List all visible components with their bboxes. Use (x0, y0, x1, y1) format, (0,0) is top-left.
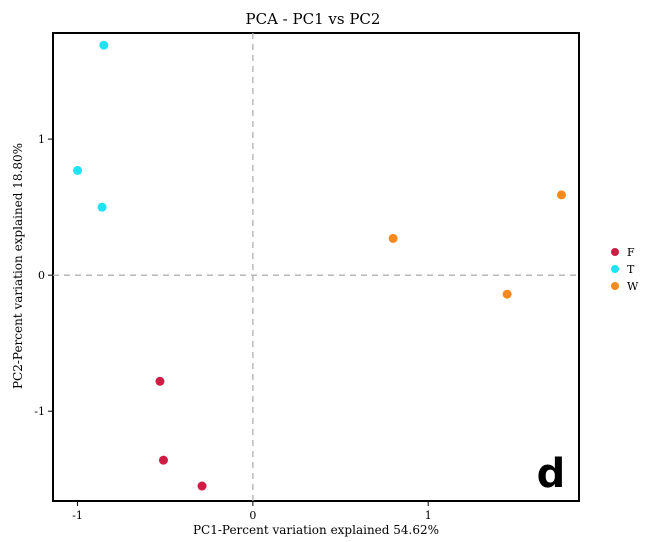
data-point-f (197, 481, 207, 491)
legend-label-t: T (627, 263, 635, 276)
axis-ticks: -1 0 1 -1 0 1 (34, 133, 431, 522)
x-tick-label: -1 (72, 509, 83, 522)
data-point-w (388, 233, 398, 243)
x-tick-label: 1 (425, 509, 432, 522)
data-point-t (99, 40, 109, 50)
y-axis-label: PC2-Percent variation explained 18.80% (11, 143, 25, 389)
legend-marker-t (611, 265, 619, 273)
x-axis-label: PC1-Percent variation explained 54.62% (193, 523, 439, 537)
y-tick-label: -1 (34, 405, 45, 418)
legend-marker-w (611, 282, 619, 290)
legend: FTW (611, 246, 639, 293)
reference-lines (53, 33, 579, 501)
panel-label: d (537, 451, 566, 497)
plot-frame (52, 32, 580, 502)
y-tick-label: 0 (38, 269, 45, 282)
legend-label-w: W (627, 280, 639, 293)
data-point-f (158, 455, 168, 465)
chart-title: PCA - PC1 vs PC2 (246, 10, 381, 28)
data-point-f (155, 376, 165, 386)
legend-marker-f (611, 248, 619, 256)
data-point-t (73, 165, 83, 175)
data-point-t (97, 202, 107, 212)
data-point-w (502, 289, 512, 299)
y-tick-label: 1 (38, 133, 45, 146)
data-point-w (556, 190, 566, 200)
legend-label-f: F (627, 246, 635, 259)
data-points (73, 40, 566, 491)
x-tick-label: 0 (249, 509, 256, 522)
